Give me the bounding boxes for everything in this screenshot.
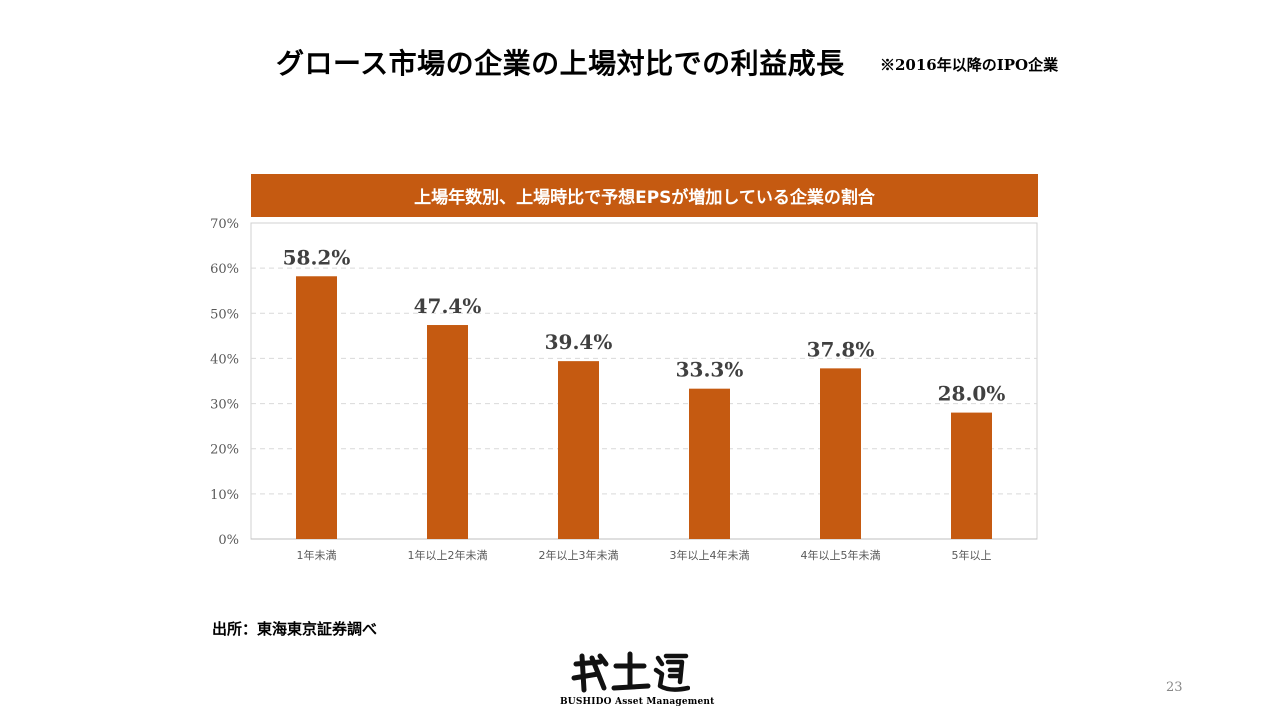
company-logo: BUSHIDO Asset Management <box>560 650 715 710</box>
data-label: 28.0% <box>938 382 1006 406</box>
data-label: 37.8% <box>807 337 875 361</box>
data-label: 39.4% <box>545 330 613 354</box>
logo-caption: BUSHIDO Asset Management <box>560 697 715 707</box>
bar <box>427 325 468 539</box>
title-row: グロース市場の企業の上場対比での利益成長 ※2016年以降のIPO企業 <box>0 42 1280 82</box>
y-tick-label: 0% <box>218 533 239 548</box>
y-tick-label: 50% <box>210 307 239 322</box>
data-label: 33.3% <box>676 358 744 382</box>
y-tick-label: 20% <box>210 443 239 458</box>
x-tick-label: 5年以上 <box>952 548 992 562</box>
bar <box>820 368 861 539</box>
y-tick-label: 60% <box>210 262 239 277</box>
x-tick-label: 4年以上5年未満 <box>801 548 881 562</box>
x-tick-label: 1年未満 <box>297 548 337 562</box>
page-number: 23 <box>1166 680 1183 695</box>
data-label: 58.2% <box>283 245 351 269</box>
bar <box>296 276 337 539</box>
bar <box>558 361 599 539</box>
x-tick-label: 1年以上2年未満 <box>408 548 488 562</box>
y-tick-label: 40% <box>210 352 239 367</box>
y-tick-label: 30% <box>210 398 239 413</box>
title-note: ※2016年以降のIPO企業 <box>880 56 1059 74</box>
bar-chart: 0% 10% 20% 30% 40% 50% 60% 70% 58.2% 1年未満 47.4% 1年以… <box>210 217 1038 562</box>
page-title: グロース市場の企業の上場対比での利益成長 <box>276 47 845 80</box>
source-note: 出所：東海東京証券調べ <box>212 620 378 638</box>
bar <box>689 388 730 539</box>
bar <box>951 412 992 539</box>
bushido-brush-logo-icon <box>571 651 690 693</box>
data-label: 47.4% <box>414 294 482 318</box>
chart-title: 上場年数別、上場時比で予想EPSが増加している企業の割合 <box>251 174 1038 217</box>
x-tick-label: 3年以上4年未満 <box>670 548 750 562</box>
x-tick-label: 2年以上3年未満 <box>539 548 619 562</box>
y-tick-label: 70% <box>210 217 239 232</box>
y-tick-label: 10% <box>210 488 239 503</box>
plot-area-frame <box>250 222 1038 540</box>
